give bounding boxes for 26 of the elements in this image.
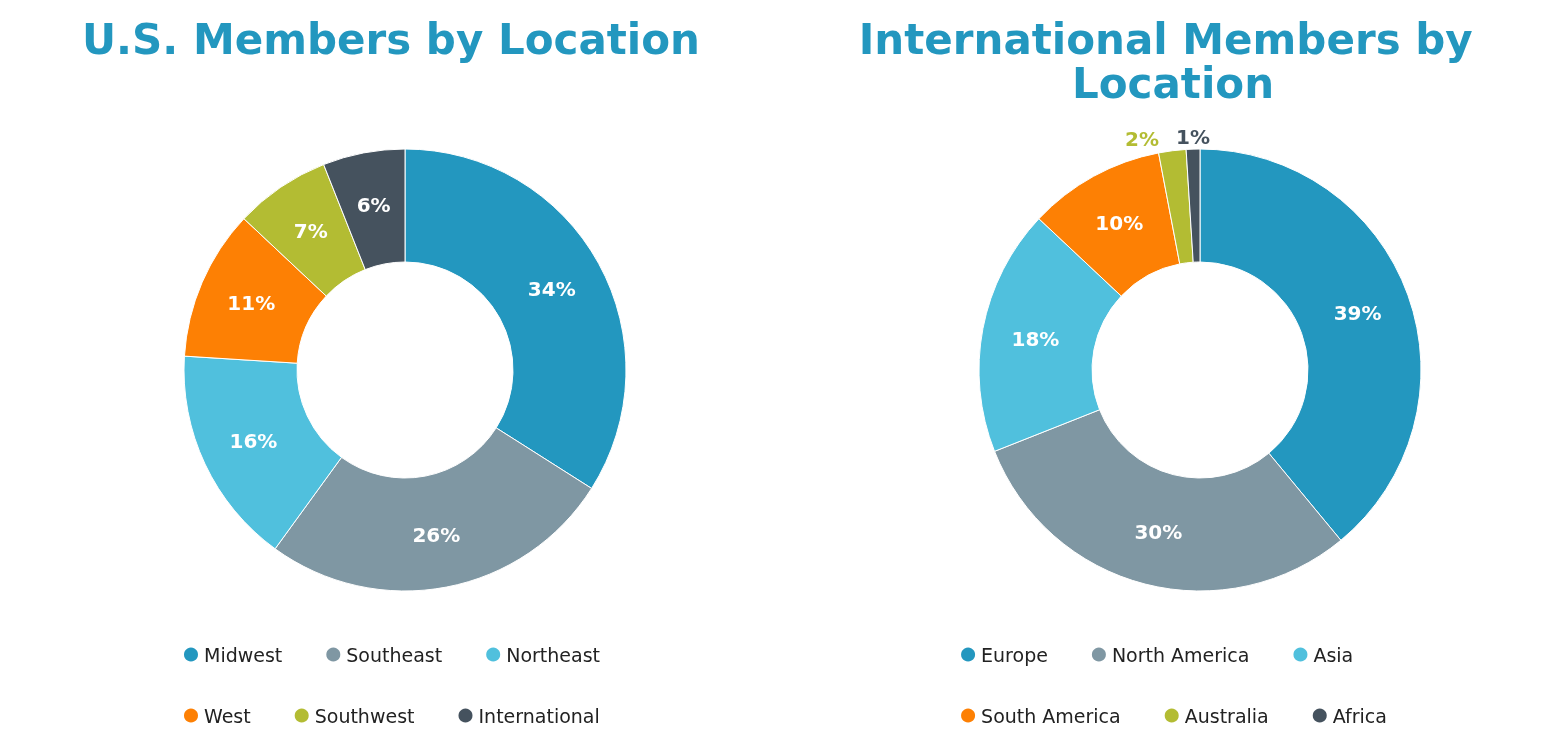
data-label: 1%: [1176, 125, 1210, 150]
legend-label: Northeast: [506, 643, 601, 666]
legend-label: International: [478, 704, 600, 727]
data-label: 10%: [1095, 211, 1144, 236]
data-label: 2%: [1125, 126, 1160, 151]
legend-label: West: [203, 704, 251, 727]
legend-label: Asia: [1313, 643, 1354, 666]
data-label: 34%: [527, 277, 576, 302]
legend-label: Europe: [981, 643, 1048, 666]
legend-label: Australia: [1184, 704, 1269, 727]
legend-label: Southwest: [314, 704, 415, 727]
chart-title: International Members by Location: [858, 14, 1488, 108]
data-label: 7%: [293, 219, 328, 244]
data-label: 39%: [1333, 301, 1382, 326]
data-label: 11%: [227, 291, 276, 316]
chart-title: U.S. Members by Location: [82, 14, 700, 64]
legend-label: Southeast: [346, 643, 443, 666]
data-label: 30%: [1134, 520, 1183, 545]
legend-label: Africa: [1332, 704, 1387, 727]
data-label: 16%: [229, 429, 278, 454]
legend-label: Midwest: [203, 643, 283, 666]
legend-label: South America: [981, 704, 1121, 727]
data-label: 18%: [1011, 326, 1060, 351]
data-label: 6%: [356, 193, 391, 218]
data-label: 26%: [412, 522, 461, 547]
legend-label: North America: [1111, 643, 1250, 666]
